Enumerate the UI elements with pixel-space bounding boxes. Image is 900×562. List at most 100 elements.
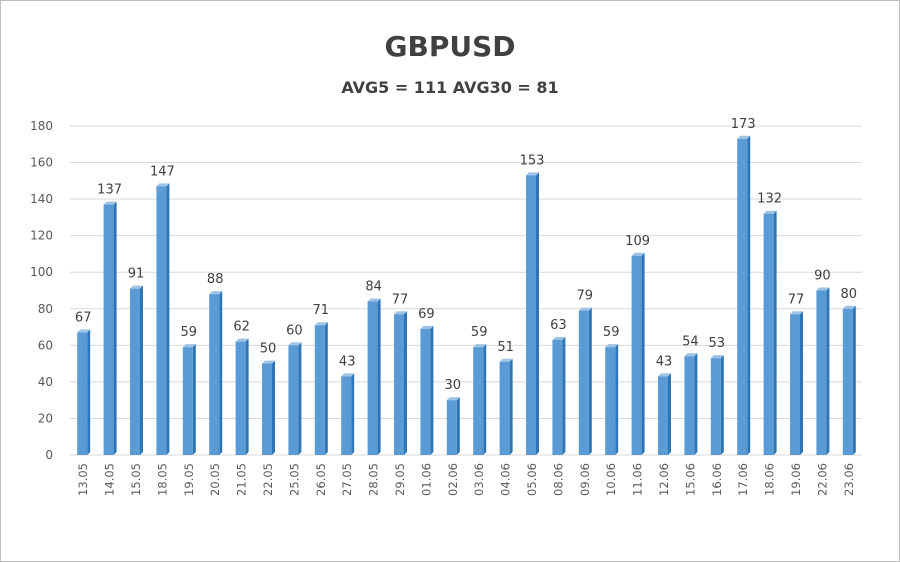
data-label: 71 bbox=[313, 303, 330, 318]
bar-front bbox=[790, 314, 800, 455]
bar bbox=[182, 344, 196, 455]
x-axis-tick-labels: 13.05 14.05 15.05 18.05 19.05 20.05 21.05 22.05… bbox=[76, 463, 856, 496]
bar-top bbox=[130, 285, 143, 289]
bar-side bbox=[826, 287, 830, 455]
data-label: 54 bbox=[682, 334, 699, 349]
bar-side bbox=[588, 307, 592, 455]
bar-front bbox=[314, 325, 325, 455]
x-tick-label: 04.06 bbox=[499, 463, 513, 496]
bar bbox=[658, 373, 671, 455]
y-tick-label: 40 bbox=[38, 375, 53, 389]
bar bbox=[790, 311, 803, 455]
y-tick-label: 180 bbox=[30, 119, 53, 133]
bar bbox=[446, 397, 460, 455]
bar-front bbox=[446, 400, 457, 455]
bar bbox=[262, 360, 275, 455]
bar-front bbox=[420, 328, 431, 455]
bar bbox=[367, 298, 381, 455]
y-tick-label: 120 bbox=[30, 229, 53, 243]
bar-front bbox=[288, 345, 299, 455]
x-tick-label: 01.06 bbox=[419, 463, 433, 496]
bar-side bbox=[140, 285, 143, 455]
bar-side bbox=[615, 344, 619, 455]
bar-top bbox=[816, 287, 830, 291]
bar-front bbox=[156, 186, 167, 456]
data-label: 77 bbox=[788, 292, 805, 307]
bar-top bbox=[790, 311, 803, 315]
bar-top bbox=[262, 360, 275, 364]
data-label: 51 bbox=[497, 340, 514, 355]
x-tick-label: 22.05 bbox=[261, 463, 275, 496]
bar bbox=[631, 252, 645, 455]
data-label: 62 bbox=[233, 320, 250, 335]
bar-front bbox=[684, 356, 695, 455]
bar-side bbox=[456, 397, 460, 455]
bar-top bbox=[156, 183, 170, 187]
bar bbox=[473, 344, 487, 455]
bar-top bbox=[420, 325, 434, 329]
bar-front bbox=[77, 332, 88, 455]
bar-top bbox=[763, 210, 777, 214]
gridlines bbox=[70, 125, 862, 456]
bar-side bbox=[245, 338, 249, 455]
bar-side bbox=[773, 210, 777, 455]
x-tick-label: 15.05 bbox=[129, 463, 143, 496]
bar-front bbox=[631, 255, 642, 455]
x-tick-label: 11.06 bbox=[631, 463, 645, 496]
bar-side bbox=[87, 329, 91, 455]
data-label: 30 bbox=[445, 378, 462, 393]
bar-top bbox=[526, 172, 539, 176]
bar-side bbox=[219, 291, 223, 455]
data-label: 153 bbox=[520, 153, 545, 168]
bar bbox=[578, 307, 592, 455]
chart-subtitle: AVG5 = 111 AVG30 = 81 bbox=[341, 78, 559, 97]
data-label: 59 bbox=[471, 325, 488, 340]
x-tick-label: 25.05 bbox=[287, 463, 301, 496]
bar bbox=[842, 305, 856, 455]
y-tick-label: 60 bbox=[38, 338, 53, 352]
chart-title: GBPUSD bbox=[384, 30, 516, 63]
y-tick-label: 0 bbox=[45, 448, 53, 462]
x-tick-label: 20.05 bbox=[208, 463, 222, 496]
bar-front bbox=[526, 175, 536, 455]
x-tick-label: 10.06 bbox=[604, 463, 618, 496]
data-label: 79 bbox=[577, 289, 594, 304]
bar-top bbox=[394, 311, 407, 315]
x-tick-label: 19.06 bbox=[789, 463, 803, 496]
bar-side bbox=[509, 358, 513, 455]
bar-top bbox=[209, 291, 223, 295]
bar-top bbox=[103, 201, 117, 205]
data-label: 91 bbox=[128, 267, 145, 282]
data-label: 90 bbox=[814, 269, 831, 284]
y-tick-label: 20 bbox=[38, 411, 53, 425]
bar-top bbox=[684, 353, 698, 357]
bar bbox=[499, 358, 513, 455]
x-tick-label: 18.06 bbox=[763, 463, 777, 496]
bar-side bbox=[852, 305, 856, 455]
bar-front bbox=[578, 310, 589, 455]
data-label: 50 bbox=[260, 342, 277, 357]
x-tick-label: 13.05 bbox=[76, 463, 90, 496]
bar-top bbox=[499, 358, 513, 362]
bar-front bbox=[367, 301, 378, 455]
bar-top bbox=[77, 329, 91, 333]
bar-front bbox=[842, 308, 853, 455]
bar-top bbox=[182, 344, 196, 348]
data-label: 173 bbox=[731, 117, 756, 132]
bar-side bbox=[483, 344, 487, 455]
bar-top bbox=[235, 338, 249, 342]
bar-front bbox=[394, 314, 404, 455]
bar-side bbox=[747, 135, 751, 456]
data-label: 109 bbox=[625, 234, 650, 249]
data-label: 137 bbox=[97, 183, 122, 198]
y-axis-tick-labels: 0 20 40 60 80 100 120 140 160 180 bbox=[30, 119, 53, 462]
x-tick-label: 26.05 bbox=[314, 463, 328, 496]
data-label: 53 bbox=[709, 336, 726, 351]
data-label: 59 bbox=[603, 325, 620, 340]
x-tick-label: 21.05 bbox=[235, 463, 249, 496]
bar bbox=[605, 344, 619, 455]
bar-side bbox=[694, 353, 698, 455]
data-label: 132 bbox=[757, 192, 782, 207]
bar bbox=[710, 355, 724, 455]
